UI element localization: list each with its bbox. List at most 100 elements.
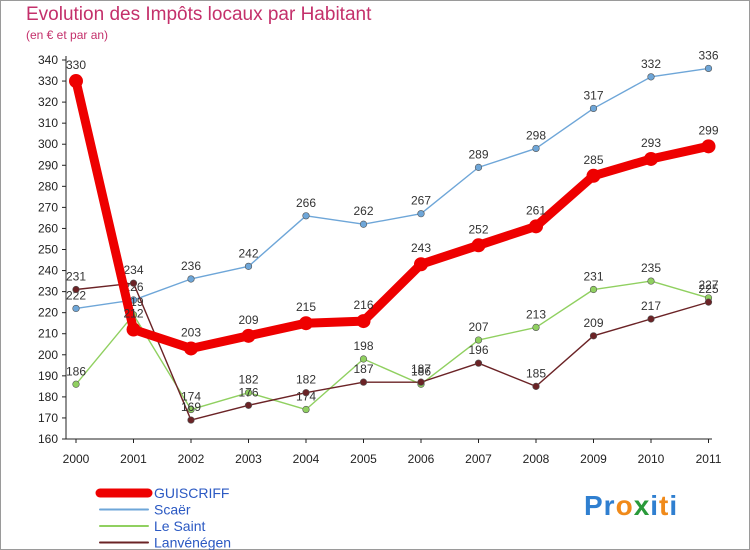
y-tick-label: 160 <box>38 432 58 446</box>
x-tick-label: 2000 <box>63 452 90 466</box>
x-tick-label: 2002 <box>178 452 205 466</box>
data-label: 217 <box>641 299 661 313</box>
series-line <box>75 280 710 411</box>
y-tick-label: 250 <box>38 243 58 257</box>
x-tick-label: 2006 <box>408 452 435 466</box>
data-point <box>532 382 540 390</box>
data-label: 174 <box>296 390 316 404</box>
data-point <box>586 168 601 183</box>
series-line <box>75 67 710 310</box>
data-point <box>589 104 598 113</box>
series-line <box>71 76 713 353</box>
y-tick-label: 190 <box>38 369 58 383</box>
data-point <box>644 151 658 166</box>
data-point <box>417 210 425 218</box>
y-tick-label: 180 <box>38 390 58 404</box>
data-point <box>529 219 543 234</box>
legend-label: GUISCRIFF <box>154 485 229 501</box>
data-label: 169 <box>181 400 201 414</box>
data-label: 186 <box>66 364 86 378</box>
y-tick-label: 170 <box>38 411 58 425</box>
data-point <box>244 401 253 409</box>
data-label: 198 <box>353 339 373 353</box>
data-point <box>302 405 310 414</box>
y-tick-label: 310 <box>38 116 58 130</box>
data-point <box>647 73 655 81</box>
chart-subtitle: (en € et par an) <box>26 28 109 42</box>
data-point <box>589 332 598 340</box>
x-tick-label: 2008 <box>523 452 550 466</box>
data-point <box>69 74 83 89</box>
legend-label: Lanvénégen <box>154 535 231 550</box>
data-point <box>359 355 368 363</box>
data-point <box>647 315 655 323</box>
data-label: 209 <box>583 316 603 330</box>
chart-title: Evolution des Impôts locaux par Habitant <box>26 4 372 25</box>
x-tick-label: 2010 <box>638 452 665 466</box>
data-point <box>471 238 486 253</box>
data-point <box>359 378 368 386</box>
data-point <box>72 380 80 388</box>
data-label: 298 <box>526 128 546 142</box>
data-label: 262 <box>353 204 373 218</box>
data-point <box>72 285 80 294</box>
y-tick-label: 270 <box>38 200 58 214</box>
x-tick-label: 2005 <box>350 452 377 466</box>
data-point <box>704 298 713 306</box>
data-label: 225 <box>698 282 718 296</box>
y-tick-label: 320 <box>38 95 58 109</box>
data-point <box>474 163 483 171</box>
data-label: 293 <box>641 136 661 150</box>
data-label: 289 <box>468 147 488 161</box>
data-point <box>244 389 253 397</box>
data-label: 186 <box>411 364 431 378</box>
y-tick-label: 240 <box>38 264 58 278</box>
x-tick-label: 2007 <box>465 452 492 466</box>
data-point <box>302 389 310 397</box>
y-tick-label: 230 <box>38 285 58 299</box>
proxiti-logo: Proxiti <box>584 490 679 521</box>
data-point <box>474 336 483 344</box>
legend-label: Le Saint <box>154 518 205 534</box>
data-point <box>126 322 141 337</box>
data-point <box>356 314 371 329</box>
data-label: 317 <box>583 88 603 102</box>
series-guiscriff: 330 212 203 209 215 216 243 252 261 285 293 299 <box>66 58 719 356</box>
data-label: 213 <box>526 307 546 321</box>
data-point <box>184 341 198 356</box>
data-point <box>244 262 253 270</box>
data-point <box>532 323 540 332</box>
data-point <box>359 220 368 228</box>
y-tick-label: 340 <box>38 53 58 67</box>
data-point <box>474 359 483 367</box>
data-label: 231 <box>583 270 603 284</box>
data-point <box>187 416 195 424</box>
data-point <box>704 64 713 73</box>
y-tick-label: 200 <box>38 348 58 362</box>
data-point <box>72 304 80 313</box>
data-label: 209 <box>238 313 258 327</box>
legend-label: Scaër <box>154 502 191 518</box>
data-label: 235 <box>641 261 661 275</box>
data-point <box>241 328 256 343</box>
x-tick-label: 2004 <box>293 452 320 466</box>
data-point <box>417 378 425 386</box>
data-label: 203 <box>181 325 201 339</box>
data-label: 252 <box>468 222 488 236</box>
data-label: 236 <box>181 259 201 273</box>
y-tick-label: 330 <box>38 74 58 88</box>
data-label: 332 <box>641 57 661 71</box>
series-line <box>75 282 710 421</box>
data-label: 243 <box>411 241 431 255</box>
x-tick-label: 2003 <box>235 452 262 466</box>
x-tick-label: 2009 <box>580 452 607 466</box>
data-label: 330 <box>66 58 86 72</box>
data-label: 261 <box>526 203 546 217</box>
data-point <box>701 139 716 154</box>
data-point <box>589 285 598 294</box>
x-tick-label: 2001 <box>120 452 147 466</box>
data-label: 234 <box>123 263 143 277</box>
